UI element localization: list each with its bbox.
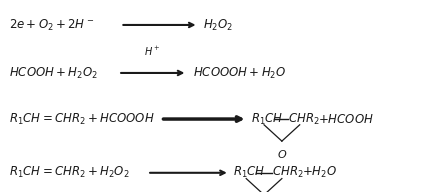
- Text: $+H_2O$: $+H_2O$: [302, 165, 337, 180]
- Text: $HCOOOH + H_2O$: $HCOOOH + H_2O$: [193, 65, 286, 80]
- Text: $R_1CH$: $R_1CH$: [233, 165, 265, 180]
- Text: $R_1CH$: $R_1CH$: [251, 112, 283, 127]
- Text: $H^+$: $H^+$: [144, 45, 160, 58]
- Text: $O$: $O$: [277, 148, 287, 160]
- Text: $CHR_2$: $CHR_2$: [272, 165, 304, 180]
- Text: $R_1CH = CHR_2 + H_2O_2$: $R_1CH = CHR_2 + H_2O_2$: [9, 165, 129, 180]
- Text: $2e + O_2 + 2H^-$: $2e + O_2 + 2H^-$: [9, 17, 94, 32]
- Text: $HCOOH + H_2O_2$: $HCOOH + H_2O_2$: [9, 65, 98, 80]
- Text: $R_1CH = CHR_2 + HCOOOH$: $R_1CH = CHR_2 + HCOOOH$: [9, 112, 155, 127]
- Text: $+HCOOH$: $+HCOOH$: [318, 113, 373, 126]
- Text: $CHR_2$: $CHR_2$: [288, 112, 319, 127]
- Text: $H_2O_2$: $H_2O_2$: [203, 17, 233, 32]
